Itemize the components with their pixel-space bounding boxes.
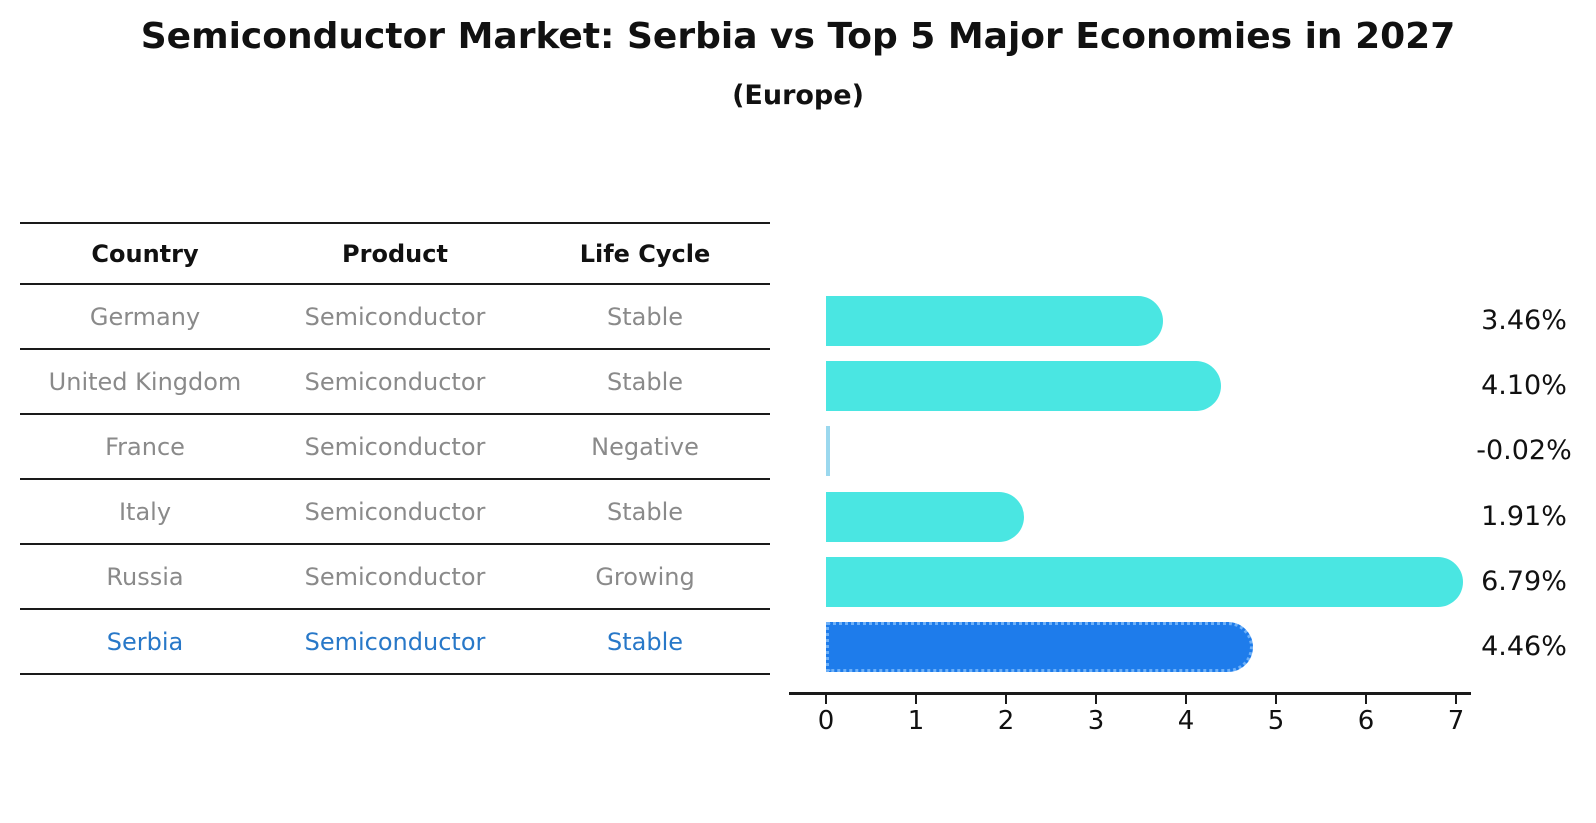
table-row-russia: Russia Semiconductor Growing [20, 544, 770, 609]
bar-serbia [826, 622, 1253, 672]
x-axis-tick [1095, 695, 1097, 704]
x-axis-tick-label: 0 [817, 706, 835, 736]
bar-france [826, 426, 830, 476]
x-axis-tick-label: 3 [1087, 706, 1105, 736]
table-header-row: Country Product Life Cycle [20, 223, 770, 284]
x-axis-line [789, 692, 1471, 695]
x-axis-tick [1005, 695, 1007, 704]
cell-life-cycle: Negative [591, 432, 699, 461]
bar-value-label-russia: 6.79% [1481, 566, 1567, 597]
column-header-country: Country [91, 239, 199, 268]
x-axis-tick-label: 2 [997, 706, 1015, 736]
bar-united-kingdom [826, 361, 1221, 411]
column-header-product: Product [342, 239, 448, 268]
bar-russia [826, 557, 1463, 607]
x-axis-tick [915, 695, 917, 704]
cell-country: Italy [118, 497, 172, 526]
chart-subtitle: (Europe) [732, 80, 864, 111]
table-row-france: France Semiconductor Negative [20, 414, 770, 479]
x-axis-tick-label: 4 [1177, 706, 1195, 736]
cell-life-cycle: Stable [606, 302, 684, 331]
x-axis-tick [1275, 695, 1277, 704]
table-row-serbia: Serbia Semiconductor Stable [20, 609, 770, 674]
x-axis-tick-label: 6 [1357, 706, 1375, 736]
x-axis-tick [1455, 695, 1457, 704]
cell-product: Semiconductor [304, 302, 486, 331]
country-table: Country Product Life Cycle Germany Semico… [20, 222, 770, 675]
cell-country: United Kingdom [48, 367, 242, 396]
cell-life-cycle: Growing [595, 562, 695, 591]
cell-country: France [105, 432, 185, 461]
table-row-germany: Germany Semiconductor Stable [20, 284, 770, 349]
cell-life-cycle: Stable [606, 627, 684, 656]
x-axis-tick [1365, 695, 1367, 704]
x-axis-tick-label: 5 [1267, 706, 1285, 736]
cell-product: Semiconductor [304, 367, 486, 396]
cell-country: Russia [106, 562, 184, 591]
table-row-italy: Italy Semiconductor Stable [20, 479, 770, 544]
cell-product: Semiconductor [304, 562, 486, 591]
column-header-life-cycle: Life Cycle [579, 239, 711, 268]
x-axis-tick [825, 695, 827, 704]
table-row-united-kingdom: United Kingdom Semiconductor Stable [20, 349, 770, 414]
x-axis-tick-label: 1 [907, 706, 925, 736]
x-axis-tick [1185, 695, 1187, 704]
bar-value-label-germany: 3.46% [1481, 305, 1567, 336]
chart-title: Semiconductor Market: Serbia vs Top 5 Ma… [140, 16, 1456, 57]
bar-germany [826, 296, 1163, 346]
cell-life-cycle: Stable [606, 367, 684, 396]
bar-value-label-italy: 1.91% [1481, 501, 1567, 532]
x-axis-tick-label: 7 [1447, 706, 1465, 736]
cell-product: Semiconductor [304, 497, 486, 526]
cell-country: Germany [89, 302, 201, 331]
bar-value-label-united-kingdom: 4.10% [1481, 370, 1567, 401]
cell-country: Serbia [106, 627, 184, 656]
bar-value-label-serbia: 4.46% [1481, 631, 1567, 662]
bar-value-label-france: -0.02% [1476, 435, 1572, 466]
cell-life-cycle: Stable [606, 497, 684, 526]
cell-product: Semiconductor [304, 432, 486, 461]
cell-product: Semiconductor [304, 627, 486, 656]
bar-italy [826, 492, 1024, 542]
